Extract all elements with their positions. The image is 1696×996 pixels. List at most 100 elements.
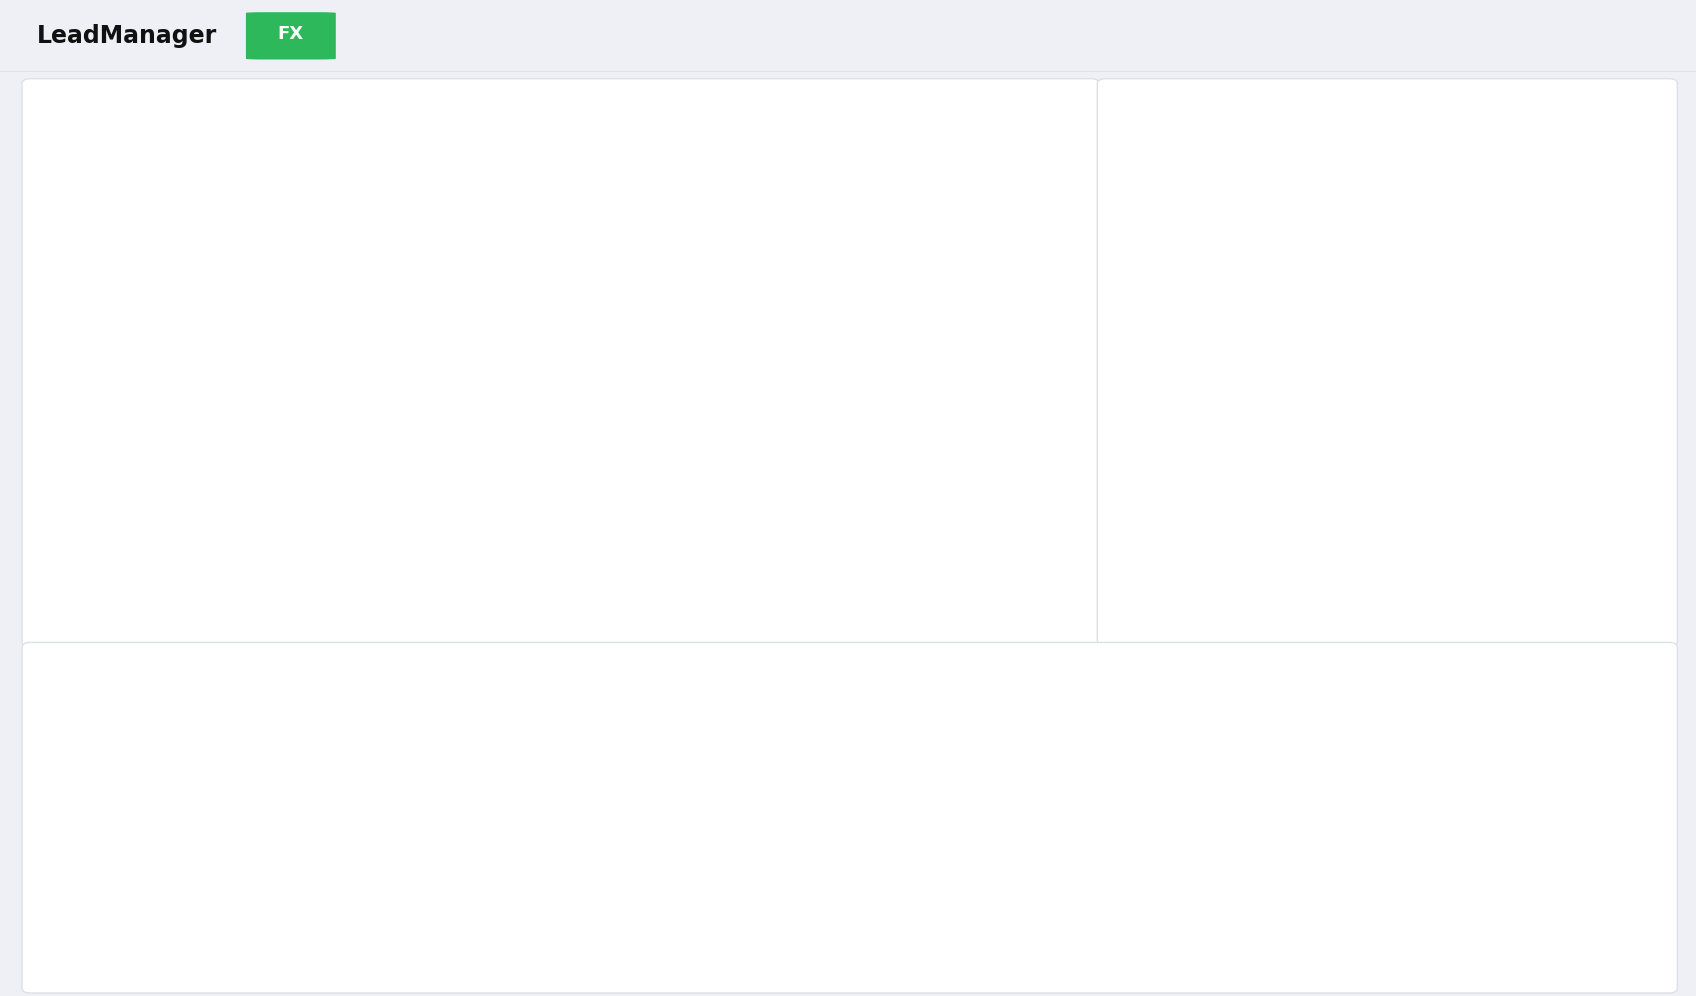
Text: Tiana Vetrovs: Tiana Vetrovs bbox=[97, 774, 181, 784]
Text: A: A bbox=[756, 902, 763, 911]
Text: ···: ··· bbox=[71, 838, 83, 848]
Circle shape bbox=[1416, 841, 1445, 846]
FancyBboxPatch shape bbox=[34, 763, 1665, 795]
Bar bbox=[743, 967, 758, 970]
Text: ↑↓: ↑↓ bbox=[721, 713, 734, 722]
Text: google: google bbox=[548, 774, 583, 784]
Text: SEO OPTIMIZED: SEO OPTIMIZED bbox=[1074, 711, 1148, 720]
Text: f: f bbox=[758, 743, 762, 752]
Text: END DATE: END DATE bbox=[868, 118, 923, 128]
Text: ↑↓: ↑↓ bbox=[626, 713, 639, 722]
Text: ∨: ∨ bbox=[1564, 870, 1572, 879]
Text: ↑: ↑ bbox=[239, 902, 246, 911]
Bar bbox=[843, 652, 882, 667]
Bar bbox=[743, 970, 758, 973]
Text: FORMS: FORMS bbox=[1496, 440, 1538, 450]
FancyBboxPatch shape bbox=[412, 935, 544, 943]
Bar bbox=[589, 652, 628, 667]
Wedge shape bbox=[1143, 388, 1197, 429]
Bar bbox=[763, 970, 778, 973]
Bar bbox=[758, 652, 797, 667]
FancyBboxPatch shape bbox=[836, 96, 1077, 150]
Circle shape bbox=[1431, 777, 1462, 782]
FancyBboxPatch shape bbox=[83, 840, 215, 849]
Text: ↑↓: ↑↓ bbox=[884, 713, 897, 722]
Text: ↑↓: ↑↓ bbox=[527, 713, 541, 722]
FancyBboxPatch shape bbox=[899, 935, 1014, 943]
Text: Active: Active bbox=[1467, 774, 1499, 784]
Circle shape bbox=[1431, 809, 1462, 814]
Bar bbox=[44, 366, 56, 378]
Text: ∨: ∨ bbox=[806, 117, 814, 129]
Text: ∨: ∨ bbox=[1564, 965, 1572, 975]
FancyBboxPatch shape bbox=[0, 650, 178, 689]
Text: ▶: ▶ bbox=[1270, 806, 1279, 816]
Bar bbox=[334, 652, 373, 667]
FancyBboxPatch shape bbox=[270, 840, 387, 849]
Text: ✔: ✔ bbox=[790, 932, 802, 945]
FancyBboxPatch shape bbox=[543, 903, 617, 911]
FancyBboxPatch shape bbox=[83, 745, 215, 753]
Text: ☐: ☐ bbox=[42, 742, 53, 752]
Text: ↑: ↑ bbox=[239, 966, 246, 975]
Text: ≡: ≡ bbox=[168, 661, 181, 676]
Text: ↑↓: ↑↓ bbox=[1414, 713, 1426, 722]
FancyBboxPatch shape bbox=[270, 903, 387, 911]
Text: ↑↓: ↑↓ bbox=[1053, 713, 1067, 722]
Text: ☐: ☐ bbox=[42, 901, 53, 911]
Wedge shape bbox=[1476, 336, 1504, 386]
Text: 02/04/2024: 02/04/2024 bbox=[97, 767, 161, 777]
Text: ↑: ↑ bbox=[239, 934, 246, 943]
Circle shape bbox=[224, 776, 263, 783]
Circle shape bbox=[224, 872, 263, 878]
FancyBboxPatch shape bbox=[1445, 934, 1557, 942]
Text: ∨: ∨ bbox=[1564, 901, 1572, 911]
Text: google: google bbox=[646, 774, 682, 784]
Text: Total by Date: Total by Date bbox=[81, 116, 181, 130]
FancyBboxPatch shape bbox=[1425, 802, 1591, 821]
Wedge shape bbox=[1191, 341, 1226, 390]
FancyBboxPatch shape bbox=[412, 872, 544, 879]
Text: ···: ··· bbox=[71, 742, 83, 752]
Text: VISITOR RECO...: VISITOR RECO... bbox=[1255, 711, 1331, 720]
FancyBboxPatch shape bbox=[641, 903, 716, 911]
Circle shape bbox=[1416, 872, 1445, 877]
FancyBboxPatch shape bbox=[738, 151, 768, 220]
Text: 02/04/2024: 02/04/2024 bbox=[275, 769, 336, 779]
Text: CONTACT: CONTACT bbox=[80, 711, 124, 720]
Bar bbox=[44, 539, 56, 552]
Text: ↑↓: ↑↓ bbox=[399, 713, 410, 722]
Text: ↑↓: ↑↓ bbox=[1235, 713, 1248, 722]
Text: SOURCE: SOURCE bbox=[548, 711, 587, 720]
Text: ✔: ✔ bbox=[1092, 868, 1104, 881]
FancyBboxPatch shape bbox=[412, 903, 544, 911]
FancyBboxPatch shape bbox=[641, 935, 716, 943]
FancyBboxPatch shape bbox=[1445, 839, 1557, 848]
Text: ↑: ↑ bbox=[239, 743, 246, 752]
Circle shape bbox=[731, 901, 789, 911]
Text: ✔: ✔ bbox=[790, 741, 802, 754]
Circle shape bbox=[224, 903, 263, 910]
Text: CRM STATUS: CRM STATUS bbox=[1433, 711, 1494, 720]
Text: DATE: DATE bbox=[275, 711, 300, 720]
Text: LeadManager: LeadManager bbox=[37, 24, 217, 48]
Text: ✔: ✔ bbox=[790, 837, 802, 850]
Circle shape bbox=[731, 806, 789, 817]
Text: FX: FX bbox=[278, 26, 304, 44]
Circle shape bbox=[731, 933, 789, 943]
FancyBboxPatch shape bbox=[1155, 650, 1523, 689]
Text: Filters: Filters bbox=[56, 662, 92, 675]
Wedge shape bbox=[1508, 333, 1518, 381]
FancyBboxPatch shape bbox=[899, 872, 1014, 879]
Circle shape bbox=[731, 838, 789, 849]
FancyBboxPatch shape bbox=[899, 840, 1014, 849]
Text: LEAD TYPE: LEAD TYPE bbox=[417, 711, 470, 720]
Text: ∨: ∨ bbox=[1564, 806, 1572, 816]
Text: ▶: ▶ bbox=[1270, 774, 1279, 784]
Wedge shape bbox=[1209, 335, 1238, 385]
FancyBboxPatch shape bbox=[607, 96, 848, 150]
Text: ▦: ▦ bbox=[51, 116, 66, 130]
FancyBboxPatch shape bbox=[641, 745, 716, 753]
FancyBboxPatch shape bbox=[1425, 738, 1591, 757]
FancyBboxPatch shape bbox=[412, 967, 544, 975]
